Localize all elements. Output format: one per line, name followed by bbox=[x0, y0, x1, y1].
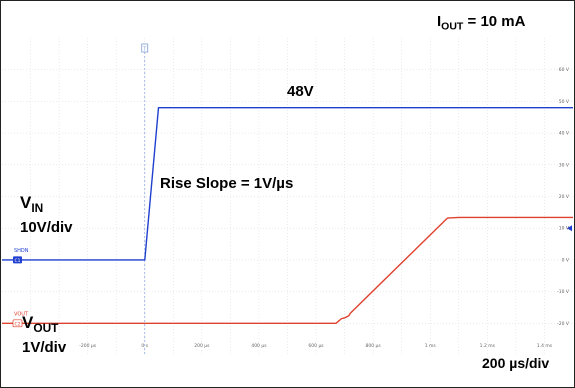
x-tick-label: 1.4 ms bbox=[537, 343, 553, 349]
y-tick-label: 60 V bbox=[559, 67, 570, 73]
channel-markers: C1 SHDN C2 VOUT T bbox=[12, 43, 572, 328]
rise-slope-annotation: Rise Slope = 1V/µs bbox=[160, 175, 294, 192]
ch2-marker-text: C2 bbox=[14, 321, 20, 327]
y-tick-label: 0 V bbox=[562, 257, 570, 263]
trigger-marker-tag bbox=[141, 43, 149, 53]
y-tick-label: 50 V bbox=[559, 99, 570, 105]
ch2-marker-tag bbox=[12, 319, 23, 328]
x-tick-label: 0 s bbox=[141, 343, 148, 349]
vout-scale: 1V/div bbox=[22, 339, 67, 356]
traces bbox=[2, 106, 573, 324]
level-annotation: 48V bbox=[287, 83, 314, 100]
trace-vout bbox=[2, 216, 573, 324]
ch1-marker-text: C1 bbox=[14, 258, 20, 264]
x-tick-label: 800 µs bbox=[366, 343, 382, 349]
x-tick-label: 600 µs bbox=[308, 343, 324, 349]
y-tick-label: 30 V bbox=[559, 162, 570, 168]
x-tick-label: 1.2 ms bbox=[480, 343, 496, 349]
vin-label: VIN bbox=[20, 193, 44, 216]
vin-scale: 10V/div bbox=[20, 219, 73, 236]
ch2-marker-label: VOUT bbox=[14, 311, 29, 317]
y-tick-label: 40 V bbox=[559, 131, 570, 137]
y-tick-label: 20 V bbox=[559, 194, 570, 200]
x-tick-label: -200 µs bbox=[79, 343, 97, 349]
trigger-marker-text: T bbox=[142, 47, 147, 53]
y-tick-label: -20 V bbox=[557, 321, 570, 327]
tick-labels: -200 µs 0 s 200 µs 400 µs 600 µs 800 µs 1 ms 1.… bbox=[79, 67, 570, 349]
y-tick-label: -10 V bbox=[557, 289, 570, 295]
ch1-marker-tag bbox=[13, 256, 22, 264]
x-tick-label: 400 µs bbox=[251, 343, 267, 349]
ch1-marker-label: SHDN bbox=[14, 248, 29, 254]
iout-annotation: IOUT = 10 mA bbox=[437, 13, 526, 33]
grid bbox=[2, 38, 573, 355]
x-tick-label: 200 µs bbox=[194, 343, 210, 349]
trace-shdn bbox=[2, 106, 573, 261]
timebase-label: 200 µs/div bbox=[482, 355, 550, 371]
right-level-arrow-icon bbox=[567, 225, 572, 232]
vout-label: VOUT bbox=[22, 313, 59, 336]
x-tick-label: 1 ms bbox=[425, 343, 437, 349]
y-tick-label: 10 V bbox=[559, 226, 570, 232]
